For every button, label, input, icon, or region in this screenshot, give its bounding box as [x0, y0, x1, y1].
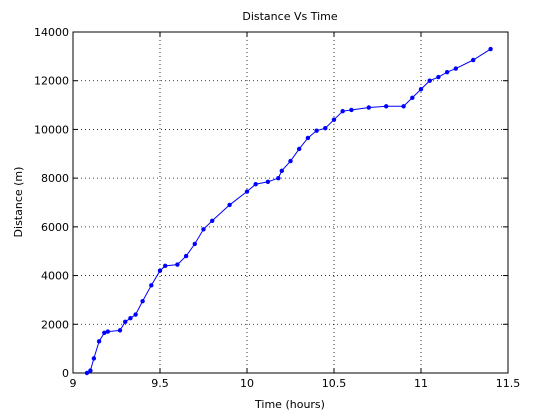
x-tick-label: 9.5	[151, 377, 169, 390]
data-point	[91, 356, 97, 361]
data-point	[149, 283, 154, 288]
data-point	[297, 146, 302, 152]
x-tick-label: 11	[414, 377, 428, 390]
y-tick-label: 8000	[41, 172, 69, 185]
data-point	[84, 370, 90, 376]
data-point	[488, 46, 493, 52]
data-point	[175, 262, 180, 267]
data-point	[323, 126, 328, 131]
data-point	[401, 104, 406, 109]
data-point	[384, 104, 389, 109]
data-point	[436, 74, 441, 80]
data-point	[276, 175, 281, 181]
data-point	[163, 263, 168, 269]
data-point	[88, 368, 93, 373]
data-point	[117, 328, 123, 333]
data-point	[105, 329, 111, 334]
x-tick-label: 10	[240, 377, 254, 390]
data-point	[183, 253, 189, 259]
data-point	[123, 319, 128, 325]
data-point	[265, 179, 271, 184]
data-point	[418, 87, 424, 92]
y-axis-label: Distance (m)	[12, 167, 25, 238]
data-point	[133, 312, 138, 317]
x-tick-label: 10.5	[322, 377, 347, 390]
y-tick-label: 14000	[34, 26, 69, 39]
y-tick-label: 4000	[41, 270, 69, 283]
data-point	[444, 69, 450, 75]
data-point	[366, 105, 371, 110]
y-tick-label: 10000	[34, 123, 69, 136]
chart-title: Distance Vs Time	[242, 10, 337, 23]
data-point	[140, 298, 145, 304]
data-point	[453, 66, 458, 71]
y-tick-label: 6000	[41, 221, 69, 234]
data-point	[102, 330, 107, 336]
data-point	[340, 108, 345, 114]
y-tick-label: 12000	[34, 75, 69, 88]
plot-frame	[72, 31, 509, 374]
x-tick-label: 9	[70, 377, 77, 390]
data-point	[410, 95, 415, 100]
y-tick-label: 0	[62, 367, 69, 380]
data-point	[128, 315, 133, 321]
data-point	[201, 227, 206, 232]
data-point	[314, 128, 319, 133]
data-point	[331, 117, 337, 122]
data-point	[157, 268, 163, 273]
data-point	[192, 241, 197, 247]
data-point	[210, 218, 215, 223]
data-point	[227, 202, 232, 208]
data-point	[288, 158, 293, 164]
data-point	[305, 135, 311, 141]
x-tick-label: 11.5	[496, 377, 521, 390]
data-point	[244, 189, 250, 194]
x-axis-label: Time (hours)	[254, 398, 325, 411]
data-point	[471, 57, 476, 63]
data-point	[253, 182, 258, 187]
y-tick-label: 2000	[41, 318, 69, 331]
data-point	[96, 339, 102, 344]
data-point	[349, 107, 354, 113]
data-point	[279, 168, 284, 174]
data-point	[427, 78, 432, 83]
